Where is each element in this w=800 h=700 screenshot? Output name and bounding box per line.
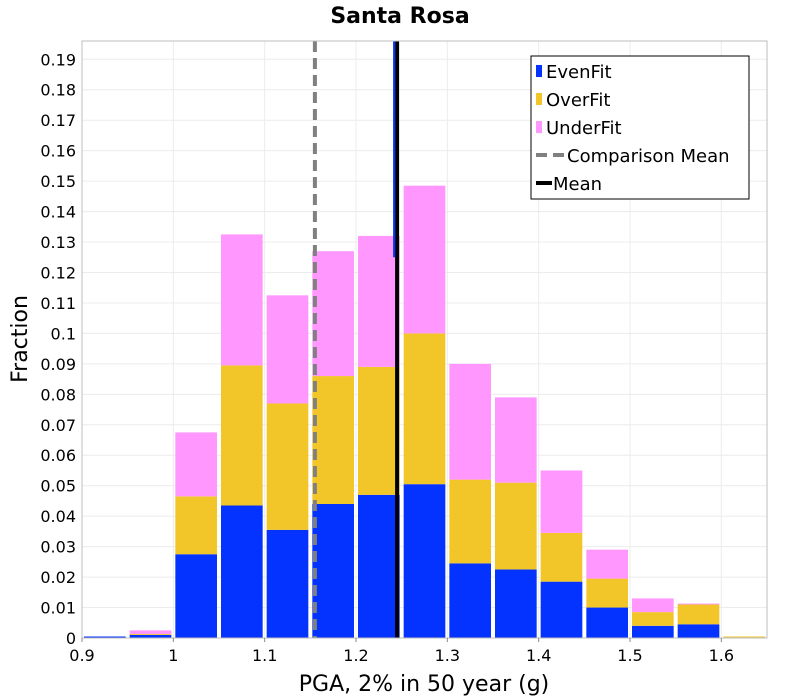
bar-evenfit (677, 624, 720, 638)
y-tick-label: 0.17 (40, 111, 76, 130)
y-tick-label: 0.01 (40, 599, 76, 618)
y-tick-label: 0.07 (40, 416, 76, 435)
bar-overfit (586, 578, 628, 608)
x-tick-label: 1.2 (343, 646, 368, 665)
mean-lines (312, 41, 400, 638)
y-axis-label: Fraction (8, 295, 33, 383)
bar-overfit (266, 403, 309, 530)
bar-overfit (723, 636, 765, 638)
x-tick-label: 1.5 (617, 646, 642, 665)
bar-underfit (677, 603, 720, 605)
bar-underfit (175, 432, 217, 497)
legend-swatch-underfit (536, 121, 542, 133)
y-tick-label: 0 (66, 629, 76, 648)
bar-underfit (403, 185, 446, 334)
y-tick-label: 0.16 (40, 142, 76, 161)
bar-underfit (586, 549, 628, 579)
y-tick-label: 0.1 (51, 324, 76, 343)
legend-label: UnderFit (546, 118, 622, 139)
bar-evenfit (266, 529, 309, 638)
bar-evenfit (84, 636, 126, 638)
plot-frame (81, 40, 768, 639)
bar-evenfit (358, 494, 400, 638)
legend-label: Comparison Mean (567, 146, 730, 167)
y-tick-label: 0.08 (40, 385, 76, 404)
x-tick-label: 0.9 (69, 646, 94, 665)
bar-evenfit (495, 569, 537, 638)
bar-overfit (403, 333, 446, 485)
bar-evenfit (129, 634, 172, 638)
bar-evenfit (540, 581, 583, 638)
bar-overfit (129, 634, 172, 635)
legend-label: EvenFit (546, 62, 612, 83)
legend-box (530, 55, 750, 200)
bar-underfit (449, 363, 491, 480)
chart-title: Santa Rosa (330, 4, 469, 29)
x-tick-label: 1.6 (709, 646, 734, 665)
bar-overfit (677, 604, 720, 625)
bar-overfit (495, 482, 537, 570)
y-tick-label: 0.09 (40, 355, 76, 374)
x-axis-ticks: 0.9 1 1.1 1.2 1.3 1.4 1.5 1.6 (69, 638, 734, 665)
y-tick-label: 0.12 (40, 263, 76, 282)
y-tick-label: 0.15 (40, 172, 76, 191)
legend-label: OverFit (546, 90, 610, 111)
y-tick-label: 0.04 (40, 507, 76, 526)
legend-swatch-overfit (536, 93, 542, 105)
x-axis-label: PGA, 2% in 50 year (g) (299, 672, 550, 697)
legend-label: Mean (553, 174, 602, 195)
bar-evenfit (632, 625, 674, 638)
bar-evenfit (312, 503, 354, 638)
y-tick-label: 0.03 (40, 538, 76, 557)
legend-swatch-evenfit (536, 65, 542, 77)
bar-overfit (312, 376, 354, 504)
bar-underfit (221, 234, 263, 366)
x-tick-label: 1 (168, 646, 178, 665)
bar-underfit (632, 598, 674, 613)
bar-overfit (358, 366, 400, 495)
bar-underfit (266, 295, 309, 404)
y-tick-label: 0.13 (40, 233, 76, 252)
bar-underfit (540, 470, 583, 533)
bar-evenfit (586, 607, 628, 638)
y-axis-ticks: 0 0.01 0.02 0.03 0.04 0.05 0.06 0.07 0.08 0.09 0.1… (40, 50, 76, 648)
bar-evenfit (403, 484, 446, 638)
y-tick-label: 0.14 (40, 203, 76, 222)
bars (84, 185, 765, 638)
bar-overfit (632, 612, 674, 626)
bar-evenfit (221, 505, 263, 638)
legend: EvenFit OverFit UnderFit Comparison Mean Mea… (530, 55, 750, 200)
bar-underfit (129, 630, 172, 635)
bar-underfit (358, 235, 400, 367)
bar-overfit (221, 365, 263, 506)
y-tick-label: 0.18 (40, 81, 76, 100)
bar-evenfit (175, 554, 217, 638)
y-tick-label: 0.06 (40, 446, 76, 465)
y-tick-label: 0.05 (40, 477, 76, 496)
y-tick-label: 0.02 (40, 568, 76, 587)
bar-evenfit (449, 563, 491, 638)
x-tick-label: 1.1 (252, 646, 277, 665)
bar-underfit (495, 397, 537, 483)
bar-overfit (175, 496, 217, 555)
bar-overfit (449, 479, 491, 564)
bar-overfit (540, 532, 583, 582)
x-tick-label: 1.3 (435, 646, 460, 665)
y-tick-label: 0.19 (40, 50, 76, 69)
x-tick-label: 1.4 (526, 646, 551, 665)
bar-underfit (312, 251, 354, 377)
y-tick-label: 0.11 (40, 294, 76, 313)
